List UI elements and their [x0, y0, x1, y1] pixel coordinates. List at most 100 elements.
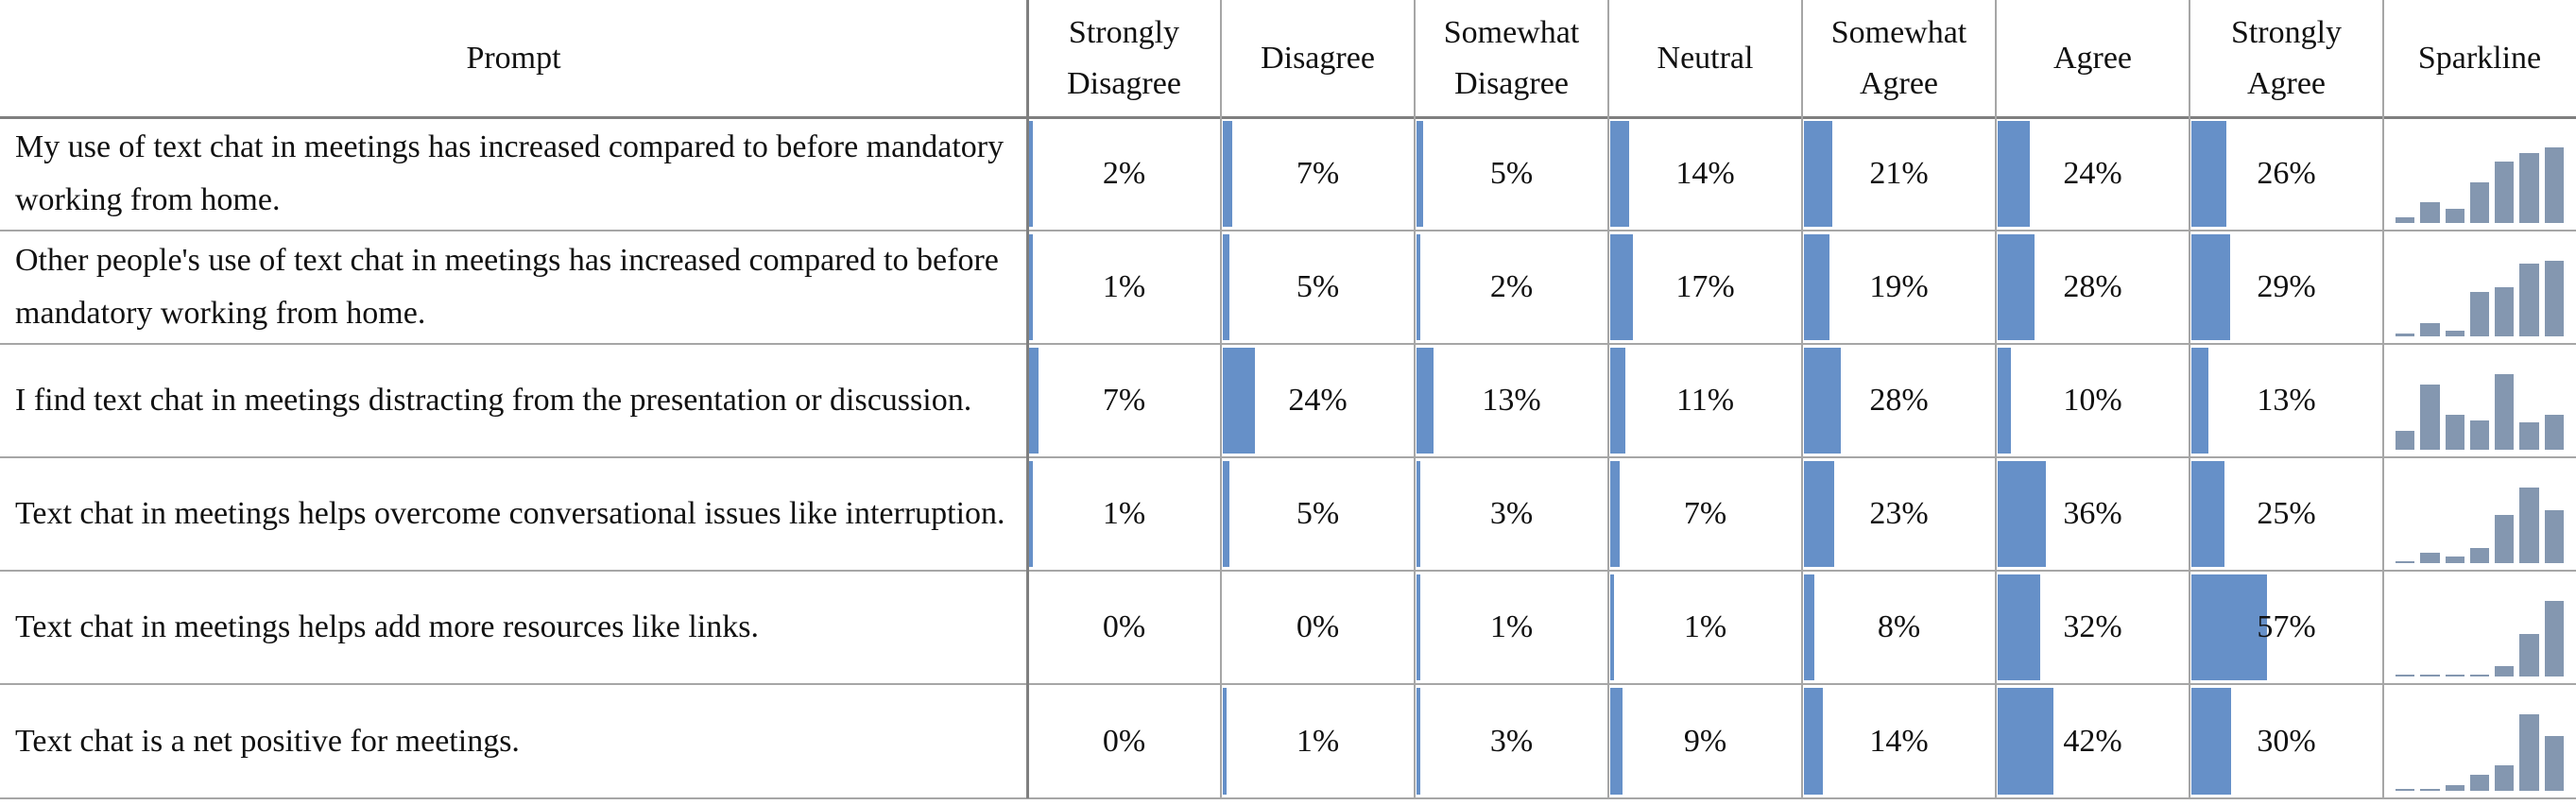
data-bar [1998, 688, 2054, 795]
prompt-cell: My use of text chat in meetings has incr… [0, 117, 1027, 231]
column-divider [2189, 0, 2190, 798]
prompt-cell: Text chat in meetings helps overcome con… [0, 457, 1027, 571]
data-label: 7% [1102, 383, 1146, 418]
column-divider [1801, 0, 1803, 798]
data-bar [1417, 348, 1434, 454]
data-bar [2191, 234, 2230, 340]
data-label: 1% [1102, 496, 1146, 531]
sparkline-bar [2469, 548, 2490, 563]
data-bar [1804, 121, 1832, 227]
sparkline-bar [2495, 514, 2515, 563]
sparkline-bar [2544, 414, 2564, 450]
column-divider [1220, 0, 1222, 798]
sparkline-bar [2495, 374, 2515, 450]
row-divider [0, 683, 2576, 685]
data-bar [1610, 348, 1625, 454]
data-label: 13% [1482, 383, 1541, 418]
data-label: 13% [2257, 383, 2316, 418]
data-label: 28% [2063, 269, 2122, 304]
column-header: Somewhat Agree [1830, 15, 1967, 101]
data-bar [2191, 461, 2225, 567]
sparkline-bar [2469, 292, 2490, 336]
prompt-cell: Text chat is a net positive for meetings… [0, 684, 1027, 798]
sparkline-bar [2445, 557, 2464, 563]
data-label: 25% [2257, 496, 2316, 531]
sparkline-bar [2420, 323, 2440, 336]
prompt-text: Other people's use of text chat in meeti… [15, 243, 999, 331]
column-header: Disagree [1261, 41, 1375, 76]
data-label: 32% [2063, 609, 2122, 644]
sparkline-bar [2469, 420, 2490, 450]
sparkline-bar [2396, 675, 2415, 677]
prompt-text: My use of text chat in meetings has incr… [15, 129, 1005, 217]
sparkline-bar [2396, 560, 2415, 563]
column-divider [1414, 0, 1416, 798]
sparkline-bar [2495, 162, 2515, 223]
data-label: 1% [1683, 609, 1727, 644]
data-label: 26% [2257, 156, 2316, 191]
data-label: 23% [1869, 496, 1929, 531]
prompt-text: Text chat in meetings helps overcome con… [15, 496, 1005, 531]
data-label: 1% [1489, 609, 1534, 644]
data-bar [2191, 348, 2209, 454]
sparkline-bar [2445, 331, 2464, 336]
sparkline-bar [2495, 765, 2515, 791]
data-bar [1610, 121, 1629, 227]
sparkline-bar [2445, 675, 2464, 677]
sparkline-bar [2420, 675, 2440, 677]
data-bar [1223, 234, 1230, 340]
data-bar [1998, 574, 2041, 680]
data-bar [1029, 348, 1039, 454]
data-label: 1% [1296, 723, 1340, 759]
sparkline-bar [2519, 634, 2539, 677]
data-label: 0% [1102, 609, 1146, 644]
data-bar [2191, 688, 2232, 795]
data-label: 7% [1296, 156, 1340, 191]
data-label: 19% [1869, 269, 1929, 304]
sparkline-bar [2469, 675, 2490, 677]
column-divider [1607, 0, 1609, 798]
data-label: 10% [2063, 383, 2122, 418]
prompt-text: I find text chat in meetings distracting… [15, 383, 972, 418]
data-bar [1804, 574, 1815, 680]
data-label: 14% [1675, 156, 1735, 191]
data-bar [1804, 348, 1842, 454]
column-divider [2382, 0, 2384, 798]
sparkline-bar [2544, 147, 2564, 223]
data-bar [1417, 121, 1424, 227]
data-bar [1029, 121, 1033, 227]
data-bar [1417, 574, 1420, 680]
row-divider [0, 797, 2576, 799]
sparkline-bar [2396, 334, 2415, 336]
sparkline-bar [2519, 153, 2539, 223]
row-divider [0, 456, 2576, 458]
row-divider [0, 570, 2576, 572]
sparkline-bar [2396, 431, 2415, 450]
data-label: 11% [1675, 383, 1735, 418]
data-label: 17% [1675, 269, 1735, 304]
sparkline-bar [2544, 510, 2564, 563]
column-header: Agree [2052, 41, 2133, 76]
data-label: 1% [1102, 269, 1146, 304]
column-divider [1995, 0, 1997, 798]
data-bar [1610, 234, 1633, 340]
data-label: 8% [1877, 609, 1921, 644]
sparkline-bar [2396, 216, 2415, 223]
sparkline-bar [2469, 774, 2490, 791]
data-label: 30% [2257, 723, 2316, 759]
data-label: 24% [1288, 383, 1348, 418]
data-label: 2% [1489, 269, 1534, 304]
sparkline-bar [2495, 286, 2515, 336]
data-label: 28% [1869, 383, 1929, 418]
data-bar [2191, 574, 2268, 680]
data-label: 57% [2257, 609, 2316, 644]
sparkline-bar [2445, 785, 2464, 791]
prompt-text: Text chat in meetings helps add more res… [15, 609, 759, 644]
row-divider [0, 230, 2576, 231]
prompt-text: Text chat is a net positive for meetings… [15, 723, 520, 759]
column-divider [1026, 0, 1029, 798]
sparkline-bar [2544, 261, 2564, 336]
prompt-cell: Text chat in meetings helps add more res… [0, 571, 1027, 684]
column-header: Sparkline [2417, 41, 2542, 76]
sparkline-bar [2445, 208, 2464, 223]
